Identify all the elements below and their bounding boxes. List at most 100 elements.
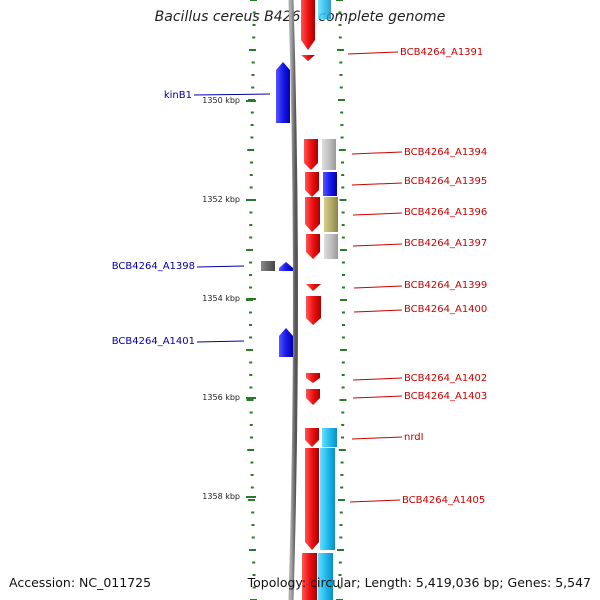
tick-mark <box>252 36 256 39</box>
tick-mark <box>249 274 252 276</box>
tick-mark <box>339 524 343 526</box>
tick-mark <box>337 549 344 551</box>
gene-label-BCB4264_A1395[interactable]: BCB4264_A1395 <box>404 176 487 187</box>
cog-block-A1398 <box>261 261 275 271</box>
tick-mark <box>338 149 346 151</box>
tick-mark <box>252 561 256 564</box>
leader-line <box>196 265 245 268</box>
tick-mark <box>341 261 345 264</box>
tick-mark <box>339 74 343 76</box>
leader-line <box>349 499 401 503</box>
tick-mark <box>339 536 343 539</box>
tick-mark <box>338 586 342 589</box>
cog-block-bottom <box>318 553 333 600</box>
gene-BCB4264_A1391-shape[interactable] <box>301 55 315 61</box>
tick-mark <box>339 199 347 201</box>
leader-line <box>351 151 403 155</box>
tick-mark <box>250 161 253 164</box>
tick-mark <box>340 136 344 139</box>
tick-mark <box>251 511 255 514</box>
tick-mark <box>339 399 347 401</box>
gene-nrdI-shape[interactable] <box>305 428 319 447</box>
tick-mark <box>341 374 345 376</box>
tick-mark <box>250 0 257 1</box>
gene-label-BCB4264_A1396[interactable]: BCB4264_A1396 <box>404 207 487 218</box>
tick-mark <box>341 411 345 414</box>
leader-line <box>352 377 403 381</box>
tick-mark <box>340 486 344 489</box>
tick-ring-right <box>336 0 347 600</box>
tick-mark <box>249 286 252 289</box>
tick-mark <box>341 224 345 226</box>
tick-mark <box>249 174 253 176</box>
gene-BCB4264_A1395-shape[interactable] <box>305 172 319 197</box>
gene-top-partial-shape[interactable] <box>301 0 315 50</box>
tick-mark <box>338 24 342 26</box>
gene-label-BCB4264_A1400[interactable]: BCB4264_A1400 <box>404 304 487 315</box>
tick-mark <box>340 124 344 126</box>
gene-label-kinB1[interactable]: kinB1 <box>164 90 192 101</box>
tick-mark <box>342 274 345 276</box>
gene-label-BCB4264_A1405[interactable]: BCB4264_A1405 <box>402 495 485 506</box>
tick-mark <box>341 186 345 189</box>
gene-label-BCB4264_A1391[interactable]: BCB4264_A1391 <box>400 47 483 58</box>
cog-block-A1394 <box>322 139 336 170</box>
genome-backbone <box>288 0 298 600</box>
tick-mark <box>340 474 344 476</box>
tick-mark <box>249 311 252 314</box>
gene-label-BCB4264_A1398[interactable]: BCB4264_A1398 <box>112 261 195 272</box>
cog-ring <box>261 0 338 600</box>
tick-mark <box>250 436 253 439</box>
tick-mark <box>249 411 253 414</box>
tick-mark <box>251 524 255 526</box>
map-title: Bacillus cereus B4264, complete genome <box>154 9 446 25</box>
scale-tick <box>246 496 256 498</box>
tick-mark <box>251 536 255 539</box>
tick-mark <box>338 99 345 101</box>
tick-mark <box>339 61 343 64</box>
tick-mark <box>248 499 255 501</box>
scale-label: 1356 kbp <box>202 393 240 402</box>
gene-BCB4264_A1399-shape[interactable] <box>306 284 321 291</box>
gene-label-BCB4264_A1402[interactable]: BCB4264_A1402 <box>404 373 487 384</box>
tick-mark <box>341 361 345 364</box>
tick-mark <box>252 24 256 26</box>
tick-mark <box>247 149 255 151</box>
tick-mark <box>249 374 253 376</box>
gene-BCB4264_A1405-shape[interactable] <box>305 448 319 550</box>
tick-mark <box>249 49 256 51</box>
gene-BCB4264_A1398-shape[interactable] <box>279 262 293 271</box>
gene-BCB4264_A1397-shape[interactable] <box>306 234 320 259</box>
tick-mark <box>338 561 342 564</box>
gene-kinB1-shape[interactable] <box>276 62 290 123</box>
gene-BCB4264_A1400-shape[interactable] <box>306 296 321 325</box>
tick-mark <box>252 11 256 14</box>
gene-label-nrdI[interactable]: nrdI <box>404 432 424 443</box>
accession-text: Accession: NC_011725 <box>9 575 152 590</box>
gene-label-BCB4264_A1399[interactable]: BCB4264_A1399 <box>404 280 487 291</box>
gene-label-BCB4264_A1397[interactable]: BCB4264_A1397 <box>404 238 487 249</box>
gene-BCB4264_A1402-shape[interactable] <box>306 373 320 383</box>
gene-BCB4264_A1403-shape[interactable] <box>306 389 320 405</box>
gene-BCB4264_A1401-shape[interactable] <box>279 328 293 357</box>
leader-line <box>352 243 403 247</box>
tick-mark <box>340 111 344 114</box>
cog-block-A1396 <box>324 197 338 232</box>
gene-label-BCB4264_A1403[interactable]: BCB4264_A1403 <box>404 391 487 402</box>
tick-mark <box>338 11 342 14</box>
tick-mark <box>246 349 254 351</box>
tick-mark <box>340 461 344 464</box>
gene-BCB4264_A1394-shape[interactable] <box>304 139 318 170</box>
tick-mark <box>246 249 254 251</box>
tick-mark <box>252 574 256 576</box>
tick-mark <box>339 249 347 251</box>
gene-label-BCB4264_A1401[interactable]: BCB4264_A1401 <box>112 336 195 347</box>
gene-label-BCB4264_A1394[interactable]: BCB4264_A1394 <box>404 147 487 158</box>
leader-line <box>352 395 403 399</box>
gene-bottom-partial-shape[interactable] <box>302 553 317 600</box>
gene-BCB4264_A1396-shape[interactable] <box>305 197 320 232</box>
tick-mark <box>339 86 343 89</box>
tick-mark <box>341 386 345 389</box>
leader-line <box>351 182 403 186</box>
